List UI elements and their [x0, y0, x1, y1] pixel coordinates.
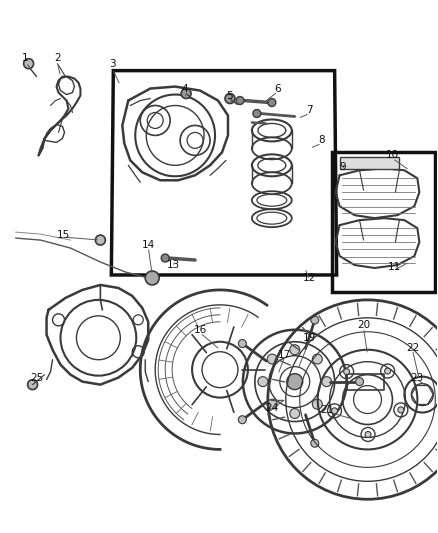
Circle shape: [332, 408, 338, 414]
Text: 9: 9: [339, 163, 346, 172]
Circle shape: [238, 416, 246, 424]
Text: 24: 24: [265, 402, 279, 413]
Circle shape: [24, 59, 34, 69]
Bar: [339, 157, 399, 169]
Text: 6: 6: [275, 84, 281, 94]
Circle shape: [311, 316, 319, 324]
Text: 22: 22: [406, 343, 419, 353]
Circle shape: [238, 340, 246, 348]
Circle shape: [28, 379, 38, 390]
Circle shape: [312, 399, 322, 409]
Circle shape: [253, 109, 261, 117]
Text: 3: 3: [109, 59, 116, 69]
Text: 17: 17: [278, 350, 291, 360]
Text: 5: 5: [226, 91, 233, 101]
Circle shape: [268, 99, 276, 107]
Text: 16: 16: [194, 325, 207, 335]
Text: 8: 8: [318, 135, 325, 146]
Circle shape: [267, 399, 277, 409]
Text: 1: 1: [22, 53, 29, 63]
Circle shape: [311, 439, 319, 447]
Circle shape: [236, 96, 244, 104]
Circle shape: [161, 254, 169, 262]
Circle shape: [356, 378, 364, 385]
Circle shape: [181, 88, 191, 99]
Circle shape: [145, 271, 159, 285]
Circle shape: [365, 432, 371, 438]
Text: 10: 10: [386, 150, 399, 160]
Circle shape: [267, 354, 277, 364]
Circle shape: [321, 377, 332, 386]
Circle shape: [95, 235, 106, 245]
Text: 11: 11: [388, 262, 401, 272]
Text: 14: 14: [141, 240, 155, 250]
Circle shape: [258, 377, 268, 386]
Text: 19: 19: [303, 333, 316, 343]
Text: 2: 2: [54, 53, 61, 63]
Circle shape: [385, 368, 391, 374]
Text: 7: 7: [307, 106, 313, 116]
Circle shape: [344, 369, 350, 375]
Circle shape: [312, 354, 322, 364]
Circle shape: [290, 409, 300, 418]
Text: 12: 12: [303, 273, 316, 283]
Text: 20: 20: [357, 320, 370, 330]
Text: 21: 21: [320, 405, 333, 415]
Text: 13: 13: [166, 260, 180, 270]
Circle shape: [287, 374, 303, 390]
Text: 15: 15: [57, 230, 70, 240]
Circle shape: [225, 94, 235, 103]
Text: 25: 25: [30, 373, 43, 383]
Circle shape: [290, 345, 300, 355]
Text: 4: 4: [182, 84, 188, 94]
Text: 23: 23: [411, 373, 424, 383]
Circle shape: [398, 407, 404, 413]
